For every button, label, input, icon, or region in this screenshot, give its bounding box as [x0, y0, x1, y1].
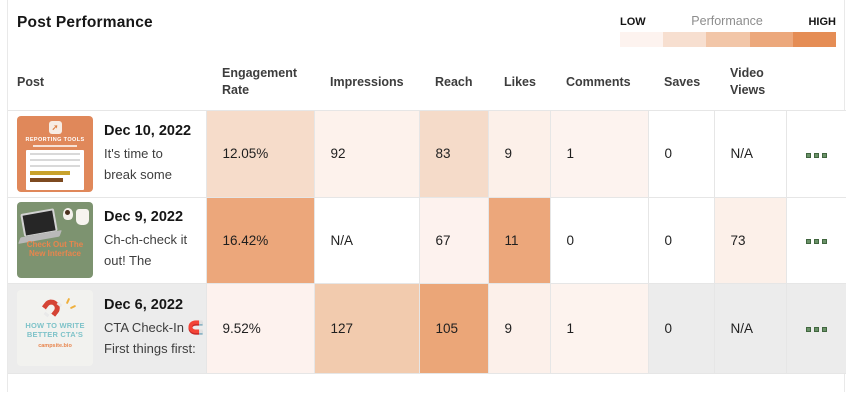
cell-likes: 9 [487, 110, 550, 198]
row-menu-button[interactable] [800, 149, 832, 162]
post-cell: HOW TO WRITE BETTER CTA'S campsite.bio D… [8, 283, 206, 374]
cell-saves: 0 [647, 283, 714, 374]
thumbnail-url: campsite.bio [38, 343, 72, 349]
post-caption-line2: out! The [104, 253, 152, 268]
actions-cell [785, 197, 846, 284]
post-caption-line2: break some [104, 166, 172, 182]
table-header-row: Post Engagement Rate Impressions Reach L… [8, 55, 846, 111]
legend-title: Performance [691, 14, 763, 28]
column-header-actions [786, 55, 846, 111]
bag-icon [76, 209, 89, 225]
post-caption-line1: Ch-ch-check it [104, 232, 188, 247]
post-caption-line2: First things first: [104, 341, 196, 356]
legend-segment-5 [792, 32, 837, 47]
table-row[interactable]: ➚ REPORTING TOOLS Dec 10, 2022 It's [8, 110, 846, 198]
post-caption-line1: It's time to [104, 145, 163, 161]
cell-video-views: N/A [713, 110, 786, 198]
performance-legend: LOW Performance HIGH [620, 14, 837, 47]
menu-dot-icon [805, 239, 811, 244]
legend-segment-4 [749, 32, 793, 47]
column-header-impressions: Impressions [314, 55, 419, 111]
post-performance-table: Post Engagement Rate Impressions Reach L… [8, 55, 846, 374]
cell-reach: 83 [418, 110, 488, 198]
cell-engagement-rate: 12.05% [205, 110, 314, 198]
actions-cell [785, 110, 846, 198]
cup-icon [63, 208, 73, 220]
menu-dot-icon [821, 327, 827, 332]
column-header-reach: Reach [419, 55, 488, 111]
post-date: Dec 6, 2022 [104, 297, 184, 313]
post-thumbnail[interactable]: ➚ REPORTING TOOLS [17, 115, 93, 192]
post-date: Dec 9, 2022 [104, 209, 184, 225]
menu-dot-icon [821, 239, 827, 244]
legend-segment-2 [663, 32, 707, 47]
menu-dot-icon [813, 239, 819, 244]
cell-video-views: 73 [713, 197, 786, 284]
thumbnail-title-line1: HOW TO WRITE [25, 321, 85, 330]
menu-dot-icon [805, 327, 811, 332]
cell-engagement-rate: 16.42% [205, 197, 314, 284]
page-title: Post Performance [17, 14, 153, 31]
cell-reach: 67 [418, 197, 488, 284]
column-header-likes: Likes [488, 55, 550, 111]
magnet-icon [35, 296, 77, 322]
cell-comments: 0 [549, 197, 648, 284]
legend-segment-3 [706, 32, 750, 47]
menu-dot-icon [821, 152, 827, 158]
legend-gradient-bar [620, 32, 837, 47]
column-header-comments: Comments [550, 55, 648, 111]
actions-cell [785, 283, 846, 374]
menu-dot-icon [813, 152, 819, 158]
chart-arrow-icon: ➚ [48, 120, 62, 134]
thumbnail-title-line1: Check Out The [26, 240, 84, 249]
cell-impressions: N/A [313, 197, 419, 284]
legend-high-label: HIGH [808, 16, 836, 28]
widget-header: Post Performance LOW Performance HIGH [8, 0, 844, 55]
legend-low-label: LOW [620, 16, 646, 28]
cell-comments: 1 [549, 110, 648, 198]
cell-likes: 11 [487, 197, 550, 284]
column-header-video-views: Video Views [714, 55, 786, 111]
dashboard-preview [26, 149, 84, 190]
menu-dot-icon [813, 327, 819, 332]
cell-video-views: N/A [713, 283, 786, 374]
post-performance-widget: Post Performance LOW Performance HIGH [7, 0, 846, 392]
thumbnail-title: REPORTING TOOLS [25, 136, 85, 143]
post-caption-line1: CTA Check-In 🧲 [104, 320, 204, 335]
cell-comments: 1 [549, 283, 648, 374]
post-date: Dec 10, 2022 [104, 122, 192, 139]
thumbnail-title-line2: New Interface [28, 249, 82, 258]
column-header-post: Post [8, 55, 206, 111]
thumbnail-title-line2: BETTER CTA'S [26, 329, 84, 339]
cell-impressions: 127 [313, 283, 419, 374]
menu-dot-icon [805, 152, 811, 158]
post-cell: Check Out The New Interface Dec 9, 2022 … [8, 197, 206, 284]
cell-reach: 105 [418, 283, 488, 374]
row-menu-button[interactable] [800, 323, 832, 336]
cell-engagement-rate: 9.52% [205, 283, 314, 374]
cell-likes: 9 [487, 283, 550, 374]
row-menu-button[interactable] [800, 235, 832, 248]
column-header-saves: Saves [648, 55, 714, 111]
post-thumbnail[interactable]: HOW TO WRITE BETTER CTA'S campsite.bio [17, 290, 93, 366]
cell-saves: 0 [647, 110, 714, 198]
table-row[interactable]: HOW TO WRITE BETTER CTA'S campsite.bio D… [8, 283, 846, 374]
cell-saves: 0 [647, 197, 714, 284]
column-header-engagement-rate: Engagement Rate [206, 55, 314, 111]
post-thumbnail[interactable]: Check Out The New Interface [17, 202, 93, 278]
legend-segment-1 [620, 32, 664, 47]
cell-impressions: 92 [313, 110, 419, 198]
post-cell: ➚ REPORTING TOOLS Dec 10, 2022 It's [8, 110, 206, 198]
table-row[interactable]: Check Out The New Interface Dec 9, 2022 … [8, 197, 846, 284]
